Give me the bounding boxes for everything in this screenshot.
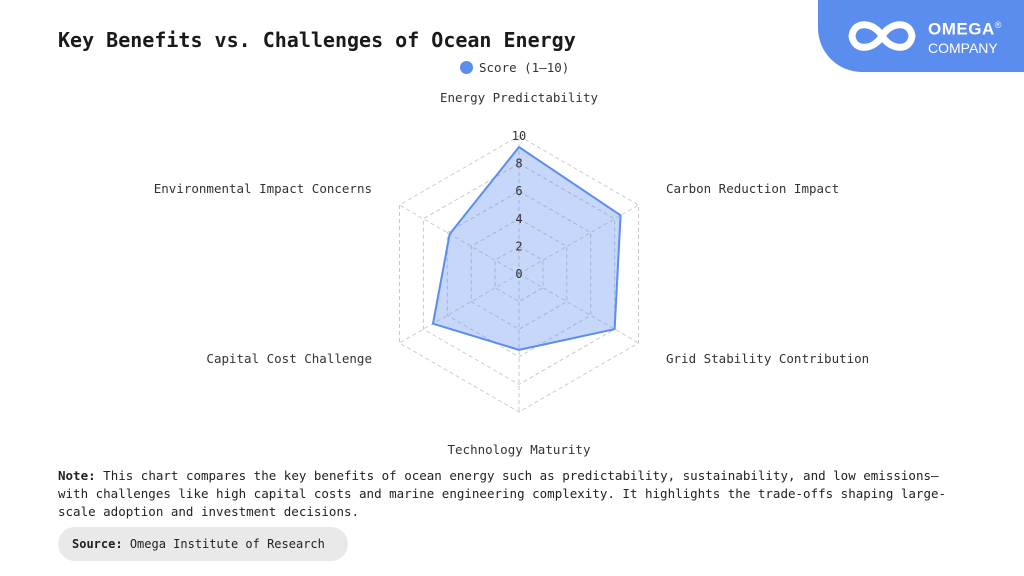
axis-spoke-2 xyxy=(518,273,639,344)
legend-label: Score (1–10) xyxy=(479,60,570,75)
category-label-5: Environmental Impact Concerns xyxy=(154,181,372,196)
source-text: Omega Institute of Research xyxy=(129,537,325,551)
tick-label-8: 8 xyxy=(515,157,522,171)
axis-spoke-1 xyxy=(518,204,639,275)
category-label-1: Carbon Reduction Impact xyxy=(666,181,839,196)
tick-label-0: 0 xyxy=(515,267,522,281)
chart-title: Key Benefits vs. Challenges of Ocean Ene… xyxy=(58,28,576,52)
category-label-2: Grid Stability Contribution xyxy=(666,351,869,366)
grid-ring-6 xyxy=(446,190,592,358)
source-label: Source: xyxy=(72,537,123,551)
grid-ring-10 xyxy=(398,135,640,413)
company-logo: OMEGA® COMPANY xyxy=(818,0,1024,72)
note-paragraph: Note: This chart compares the key benefi… xyxy=(58,467,968,521)
grid-ring-4 xyxy=(470,218,568,330)
tick-label-2: 2 xyxy=(515,239,522,253)
axis-spoke-5 xyxy=(399,204,520,275)
legend-swatch xyxy=(460,61,473,74)
note-label: Note: xyxy=(58,468,96,483)
logo-name: OMEGA xyxy=(928,19,995,39)
tick-label-4: 4 xyxy=(515,212,522,226)
logo-subtitle: COMPANY xyxy=(928,39,998,56)
logo-registered-mark: ® xyxy=(994,20,1002,30)
infinity-icon xyxy=(848,21,916,51)
chart-legend: Score (1–10) xyxy=(460,60,569,75)
tick-label-10: 10 xyxy=(512,129,526,143)
series-area-score xyxy=(431,146,622,351)
grid-ring-8 xyxy=(422,163,616,385)
category-label-0: Energy Predictability xyxy=(440,90,599,105)
source-pill: Source: Omega Institute of Research xyxy=(58,527,348,561)
category-label-4: Capital Cost Challenge xyxy=(206,351,372,366)
note-text: This chart compares the key benefits of … xyxy=(58,468,947,519)
category-label-3: Technology Maturity xyxy=(448,442,591,457)
axis-spoke-4 xyxy=(399,273,520,344)
tick-label-6: 6 xyxy=(515,184,522,198)
radar-chart: 0 2 4 6 8 10 Energy Predictability Carbon Reduc… xyxy=(154,90,869,457)
